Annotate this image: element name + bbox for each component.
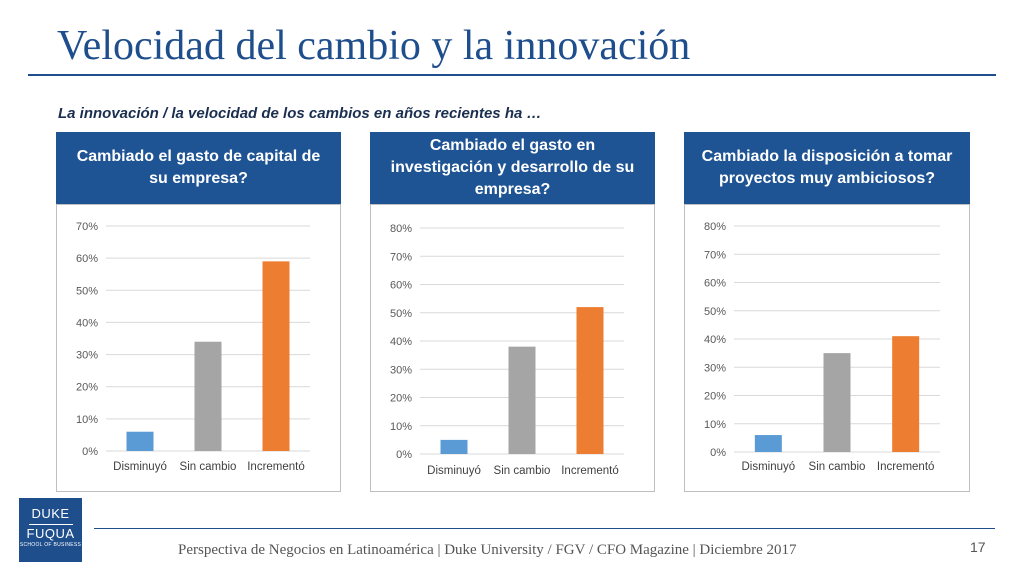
footer-citation: Perspectiva de Negocios en Latinoamérica… [178,542,797,558]
logo-line-1: DUKE [31,506,70,521]
logo-line-3: SCHOOL OF BUSINESS [19,542,82,548]
y-tick-label: 80% [704,221,726,233]
x-tick-label: Incrementó [561,465,619,477]
y-tick-label: 70% [390,251,412,263]
chart-title: Cambiado el gasto en investigación y des… [370,132,655,204]
bar-1 [754,435,782,452]
x-tick-label: Incrementó [247,461,305,473]
y-tick-label: 20% [390,393,412,405]
page-number: 17 [970,539,986,555]
y-tick-label: 50% [76,285,98,297]
chart-title: Cambiado el gasto de capital de su empre… [56,132,341,204]
y-tick-label: 0% [710,447,726,459]
x-tick-label: Sin cambio [809,461,866,473]
x-tick-label: Incrementó [877,461,935,473]
x-tick-label: Sin cambio [180,461,237,473]
footer-divider [94,528,995,529]
x-tick-label: Disminuyó [113,461,167,473]
y-tick-label: 40% [390,336,412,348]
title-divider [28,74,996,76]
bar-3 [892,336,920,452]
y-tick-label: 70% [704,249,726,261]
y-tick-label: 20% [76,382,98,394]
y-tick-label: 10% [76,414,98,426]
y-tick-label: 20% [704,391,726,403]
chart-title: Cambiado la disposición a tomar proyecto… [684,132,970,204]
y-tick-label: 80% [390,223,412,235]
y-tick-label: 30% [76,350,98,362]
y-tick-label: 60% [390,280,412,292]
y-tick-label: 50% [390,308,412,320]
y-tick-label: 0% [396,449,412,461]
y-tick-label: 0% [82,446,98,458]
bar-1 [440,439,468,454]
y-tick-label: 50% [704,306,726,318]
logo-divider [28,524,73,525]
x-tick-label: Disminuyó [427,465,481,477]
y-tick-label: 30% [390,364,412,376]
bar-2 [508,346,536,454]
question-subtitle: La innovación / la velocidad de los camb… [58,105,542,122]
x-tick-label: Sin cambio [494,465,551,477]
y-tick-label: 60% [704,278,726,290]
bar-chart: 0% 10% 20% 30% 40% 50% 60% 70% 80% Disminuyó Sin c… [390,223,624,477]
y-tick-label: 40% [704,334,726,346]
x-tick-label: Disminuyó [741,461,795,473]
bar-2 [823,353,851,452]
bar-1 [126,431,154,451]
bar-chart: 0% 10% 20% 30% 40% 50% 60% 70% 80% Disminuyó Sin c… [704,221,940,473]
y-tick-label: 10% [704,419,726,431]
bar-chart: 0% 10% 20% 30% 40% 50% 60% 70% Disminuyó Sin camb… [76,221,310,473]
bar-3 [262,261,290,451]
bar-2 [194,341,222,451]
chart-frame [684,204,970,492]
bar-3 [576,307,604,454]
y-tick-label: 10% [390,421,412,433]
y-tick-label: 30% [704,362,726,374]
y-tick-label: 70% [76,221,98,233]
y-tick-label: 60% [76,253,98,265]
page-title: Velocidad del cambio y la innovación [57,23,691,69]
logo-line-2: FUQUA [26,526,75,541]
y-tick-label: 40% [76,317,98,329]
duke-fuqua-logo: DUKE FUQUA SCHOOL OF BUSINESS [19,498,82,562]
